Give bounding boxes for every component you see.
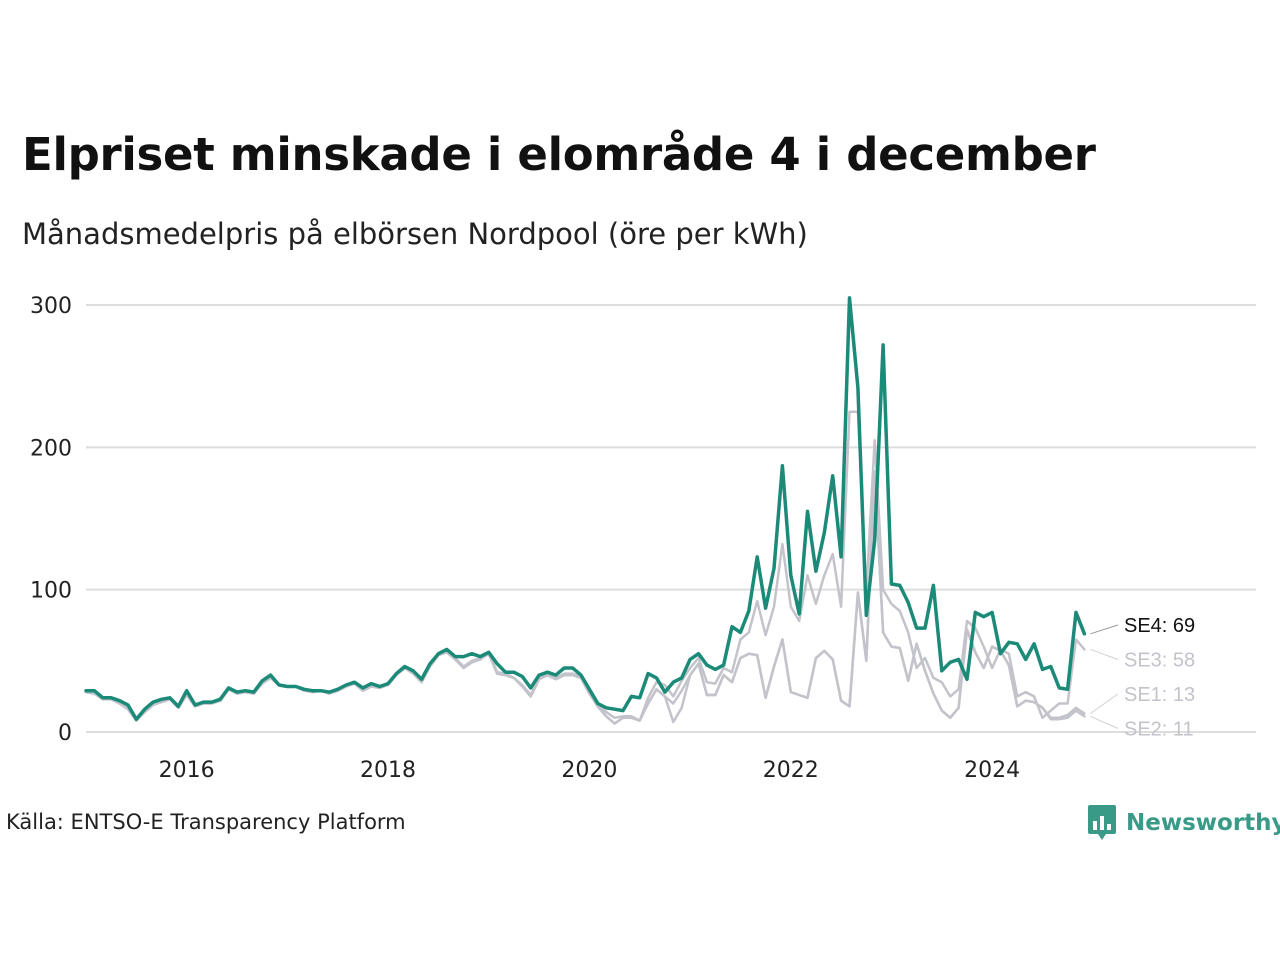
label-leader-se4: [1090, 624, 1119, 635]
y-tick-label-200: 200: [30, 436, 72, 461]
series-end-label-se2: SE2: 11: [1124, 719, 1194, 741]
label-leader-se2: [1090, 715, 1119, 729]
series-end-label-se3: SE3: 58: [1124, 650, 1195, 672]
brand-logo: Newsworthy: [1087, 803, 1280, 843]
x-tick-label-2020: 2020: [561, 758, 617, 783]
series-line-se3: [84, 410, 1086, 722]
y-tick-label-300: 300: [30, 294, 72, 319]
label-leader-se1: [1090, 693, 1119, 714]
chart-subtitle: Månadsmedelpris på elbörsen Nordpool (ör…: [22, 217, 808, 251]
x-tick-label-2024: 2024: [964, 758, 1020, 783]
bar-chart-speech-bubble-icon: [1088, 805, 1116, 840]
label-leader-se3: [1090, 648, 1119, 660]
y-tick-label-0: 0: [58, 721, 72, 746]
source-note: Källa: ENTSO-E Transparency Platform: [6, 810, 406, 834]
chart-title: Elpriset minskade i elområde 4 i decembe…: [22, 128, 1096, 181]
brand-name: Newsworthy: [1126, 810, 1280, 836]
series-end-label-se1: SE1: 13: [1124, 684, 1195, 706]
x-tick-label-2018: 2018: [360, 758, 416, 783]
y-tick-label-100: 100: [30, 579, 72, 604]
series-end-label-se4: SE4: 69: [1124, 615, 1195, 637]
series-line-se4: [84, 296, 1087, 721]
x-tick-label-2022: 2022: [763, 758, 819, 783]
x-tick-label-2016: 2016: [159, 758, 215, 783]
